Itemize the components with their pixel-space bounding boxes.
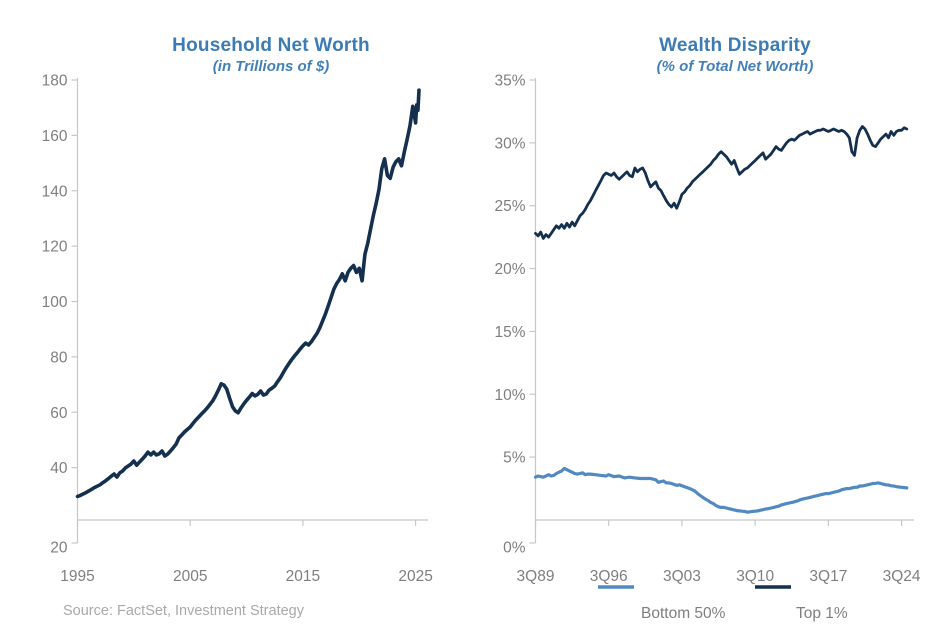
y-tick-label: 20% <box>494 261 525 278</box>
y-tick-label: 15% <box>494 324 525 341</box>
wealth-disparity-y-axis-labels: 35% 30% 25% 20% 15% 10% 5% 0% <box>494 73 536 557</box>
top-1--line <box>534 125 909 240</box>
x-tick-label: 3Q17 <box>809 568 847 585</box>
bottom-50--line <box>533 466 909 514</box>
household-net-worth-x-axis-labels: 1995 2005 2015 2025 <box>60 520 433 585</box>
wealth-disparity-chart: 35%30%25%20%15%10%5%0%3Q89 3Q96 3Q03 3Q10 3Q… <box>494 73 920 623</box>
y-tick-label: 180 <box>42 73 68 90</box>
y-tick-label: 120 <box>42 239 68 256</box>
wealth-disparity-title: Wealth Disparity <box>659 35 811 56</box>
household-net-worth-line <box>75 88 421 499</box>
y-tick-label: 10% <box>494 387 525 404</box>
x-tick-label: 3Q10 <box>736 568 774 585</box>
x-tick-label: 2005 <box>173 568 207 585</box>
y-tick-label: 140 <box>42 183 68 200</box>
wealth-disparity-axes <box>534 78 914 543</box>
wealth-disparity-subtitle: (% of Total Net Worth) <box>656 58 814 75</box>
y-tick-label: 80 <box>50 349 68 366</box>
household-net-worth-title: Household Net Worth <box>172 35 370 56</box>
y-tick-label: 5% <box>503 450 526 467</box>
y-tick-label: 60 <box>50 405 68 422</box>
source-note: Source: FactSet, Investment Strategy <box>63 603 304 619</box>
y-tick-label: 0% <box>503 540 526 557</box>
household-net-worth-y-axis-labels: 180 160 140 120 100 80 60 40 20 <box>42 73 78 557</box>
x-tick-label: 3Q03 <box>663 568 701 585</box>
y-tick-label: 20 <box>50 540 68 557</box>
legend-label: Top 1% <box>796 605 848 622</box>
household-net-worth-chart: 180 160 140 120 100 80 60 40 20 1995 2005 2015 2025 <box>42 73 433 586</box>
y-tick-label: 30% <box>494 135 525 152</box>
wealth-disparity-legend: Bottom 50% Top 1% <box>598 585 848 622</box>
x-tick-label: 3Q89 <box>517 568 555 585</box>
wealth-disparity-x-axis-labels: 3Q89 3Q96 3Q03 3Q10 3Q17 3Q24 <box>517 520 921 585</box>
x-tick-label: 3Q24 <box>883 568 921 585</box>
legend-label: Bottom 50% <box>641 605 726 622</box>
y-tick-label: 35% <box>494 73 525 90</box>
y-tick-label: 160 <box>42 128 68 145</box>
x-tick-label: 2015 <box>286 568 320 585</box>
household-net-worth-subtitle: (in Trillions of $) <box>212 58 330 75</box>
x-tick-label: 3Q96 <box>590 568 628 585</box>
y-tick-label: 40 <box>50 460 68 477</box>
household-net-worth-axes <box>76 78 428 543</box>
y-tick-label: 25% <box>494 198 525 215</box>
x-tick-label: 1995 <box>60 568 94 585</box>
x-tick-label: 2025 <box>398 568 432 585</box>
y-tick-label: 100 <box>42 294 68 311</box>
